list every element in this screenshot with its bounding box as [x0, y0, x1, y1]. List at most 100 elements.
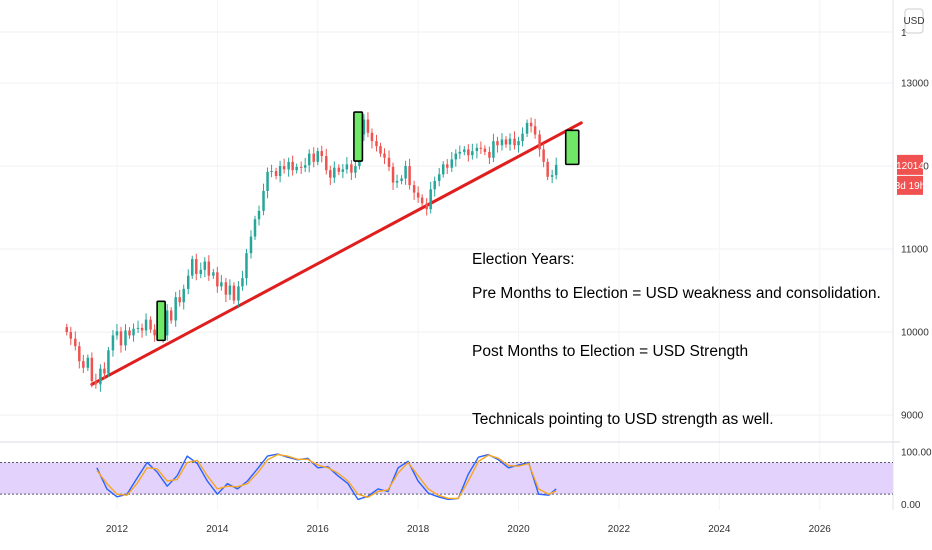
candle-body — [550, 175, 554, 177]
annotation-line: Technicals pointing to USD strength as w… — [472, 411, 774, 428]
candle-body — [458, 151, 462, 154]
candle-body — [278, 166, 282, 176]
candle-body — [400, 178, 403, 181]
candle-body — [420, 197, 424, 204]
candle-body — [416, 192, 420, 198]
x-tick-label: 2024 — [708, 524, 731, 535]
candle-body — [274, 171, 278, 176]
trendline-layer — [90, 121, 583, 386]
candle-body — [287, 161, 290, 170]
candle-body — [119, 331, 123, 346]
candle-body — [483, 148, 487, 152]
candle-body — [220, 282, 223, 287]
candle-body — [295, 166, 298, 171]
candle-body — [232, 285, 236, 301]
y-tick-label: 13000 — [901, 79, 929, 90]
candle-body — [65, 327, 69, 333]
candle-body — [169, 310, 173, 321]
candle-body — [291, 161, 294, 171]
candle-body — [370, 132, 374, 142]
candle-body — [450, 159, 454, 168]
annotation-line: Pre Months to Election = USD weakness an… — [472, 285, 881, 302]
candle-body — [479, 147, 483, 149]
grid-lines — [0, 0, 900, 510]
candle-body — [257, 210, 261, 220]
candle-body — [174, 297, 177, 321]
candle-body — [115, 331, 119, 336]
candle-body — [270, 171, 273, 173]
highlight-box — [353, 111, 364, 162]
candle-body — [521, 133, 524, 142]
candle-body — [341, 169, 345, 172]
candle-body — [375, 141, 378, 147]
candle-body — [425, 203, 428, 210]
candle-body — [546, 161, 549, 177]
candle-body — [387, 157, 391, 167]
candle-body — [136, 327, 140, 329]
candle-body — [379, 146, 382, 154]
candle-body — [404, 166, 407, 179]
candle-body — [90, 357, 94, 382]
candle-body — [307, 153, 311, 166]
candle-body — [391, 166, 395, 183]
candle-body — [224, 282, 228, 295]
x-tick-label: 2012 — [106, 524, 129, 535]
candle-body — [207, 261, 211, 276]
candle-body — [345, 164, 349, 170]
candle-body — [513, 138, 516, 146]
x-tick-label: 2014 — [206, 524, 229, 535]
candle-body — [437, 174, 441, 181]
candle-body — [504, 139, 508, 145]
candle-body — [496, 141, 499, 146]
stoch-tick-label: 0.00 — [901, 500, 921, 511]
candle-body — [350, 164, 353, 173]
annotation-text: Election Years: Pre Months to Election = … — [472, 251, 881, 428]
candle-body — [525, 122, 529, 134]
x-tick-label: 2022 — [608, 524, 631, 535]
candle-body — [82, 361, 85, 368]
candle-body — [182, 288, 185, 303]
stoch-tick-label: 100.00 — [901, 447, 932, 458]
candle-body — [241, 278, 244, 287]
candle-body — [249, 236, 253, 254]
price-tag — [897, 154, 923, 175]
candle-body — [132, 328, 135, 336]
candle-body — [69, 332, 73, 339]
axes-layer: 9000100001100012000130001USD120143d 19h2… — [106, 8, 932, 535]
candle-body — [554, 164, 558, 176]
candle-body — [325, 156, 328, 171]
y-tick-label-top: 1 — [901, 28, 907, 39]
candle-body — [395, 180, 399, 183]
candle-body — [94, 381, 98, 385]
candle-body — [333, 167, 336, 178]
candle-body — [408, 166, 411, 186]
candle-body — [140, 327, 144, 331]
highlight-boxes — [156, 111, 580, 342]
candle-body — [320, 151, 324, 157]
candle-body — [412, 185, 416, 193]
candle-body — [111, 335, 115, 351]
candle-body — [153, 329, 156, 336]
candle-body — [149, 319, 152, 330]
candle-body — [488, 151, 491, 158]
candle-body — [463, 149, 466, 152]
currency-badge — [904, 8, 924, 34]
y-tick-label: 9000 — [901, 411, 924, 422]
candle-body — [195, 259, 198, 274]
candle-body — [178, 297, 181, 303]
candle-body — [475, 147, 479, 152]
candle-body — [362, 119, 366, 135]
x-tick-label: 2020 — [507, 524, 530, 535]
candle-body — [471, 151, 474, 156]
x-tick-label: 2026 — [809, 524, 832, 535]
candle-body — [74, 338, 77, 347]
candle-body — [212, 272, 215, 276]
candle-body — [383, 153, 386, 158]
candle-body — [538, 134, 541, 150]
candle-body — [354, 166, 357, 173]
candle-body — [128, 330, 131, 336]
candle-body — [144, 319, 148, 331]
candle-body — [245, 253, 248, 279]
candle-body — [467, 149, 470, 156]
candle-body — [312, 153, 315, 162]
